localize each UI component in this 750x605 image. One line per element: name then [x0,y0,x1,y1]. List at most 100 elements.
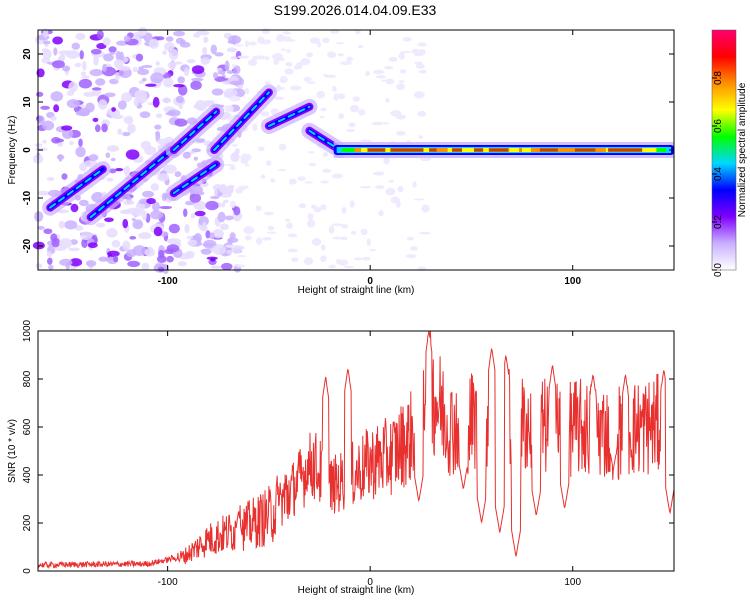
noise-blob [113,255,119,263]
noise-blob [166,244,180,253]
noise-blob [131,217,136,222]
noise-blob [194,210,206,217]
noise-blob [353,257,364,261]
noise-blob [91,87,102,91]
noise-blob [300,57,311,66]
noise-blob [227,40,237,44]
noise-blob [58,220,66,229]
noise-blob [161,97,172,104]
noise-blob [396,130,406,136]
noise-blob [34,143,43,147]
noise-blob [37,225,45,230]
noise-blob [111,114,124,120]
noise-blob [341,207,347,214]
noise-blob [104,217,114,223]
ridge-peak [172,110,218,151]
noise-blob [221,262,233,271]
noise-blob [46,177,55,181]
noise-blob [212,72,219,79]
noise-blob [413,91,425,99]
noise-blob [104,92,116,98]
noise-blob [36,91,44,97]
noise-blob [418,69,427,74]
band-hotspot [560,148,573,152]
noise-blob [90,48,102,55]
noise-blob [421,204,430,213]
noise-blob [168,223,180,234]
noise-blob [322,37,330,44]
noise-blob [413,198,426,201]
noise-blob [142,210,147,221]
noise-blob [405,254,417,259]
noise-blob [114,59,124,69]
noise-blob [385,98,390,104]
noise-blob [68,81,78,93]
noise-blob [228,185,234,194]
noise-blob [155,36,165,41]
noise-blob [282,36,292,42]
noise-blob [83,160,98,168]
noise-blob [58,154,63,162]
noise-blob [320,244,326,251]
noise-blob [190,80,202,91]
noise-blob [178,104,183,110]
noise-blob [161,192,167,202]
band-hotspot [385,148,391,152]
noise-blob [155,61,160,67]
colorbar-tick-label: 0.0 [713,263,724,277]
noise-blob [260,174,266,179]
noise-blob [203,36,209,43]
noise-blob [102,63,107,73]
noise-blob [417,110,426,117]
noise-blob [359,185,372,189]
spectrogram-y-ticks: -20 -10 0 10 20 [22,48,674,253]
noise-blob [229,232,236,240]
noise-blob [306,52,313,58]
noise-blob [156,255,167,263]
noise-blob [191,148,202,153]
noise-blob [191,77,204,82]
noise-blob [102,37,111,46]
noise-blob [210,265,222,269]
noise-blob [267,225,275,231]
noise-blob [74,62,82,68]
band-hotspot [530,148,540,152]
noise-blob [229,200,236,208]
ridge-peak [172,163,218,195]
colorbar-tick-label: 0.2 [713,215,724,229]
noise-blob [252,123,258,132]
noise-blob [42,40,51,45]
noise-blob [306,219,316,228]
noise-blob [235,264,246,268]
noise-blob [54,138,65,143]
ridge-peak [308,129,341,151]
noise-blob [418,231,431,235]
noise-blob [303,257,314,266]
noise-blob [174,118,188,127]
noise-blob [123,165,131,177]
noise-blob [165,36,174,42]
y-tick-label: 600 [22,418,33,435]
noise-blob [182,151,191,159]
noise-blob [141,77,147,82]
noise-blob [117,128,123,135]
noise-blob [189,193,202,203]
noise-blob [152,201,160,212]
noise-blob [101,123,108,133]
noise-blob [358,109,366,116]
noise-blob [193,32,201,38]
noise-blob [331,223,344,227]
noise-blob [59,238,73,249]
noise-blob [278,143,287,151]
noise-blob [331,173,343,179]
noise-blob [167,61,177,70]
noise-blob [141,64,153,69]
noise-blob [247,59,258,67]
noise-blob [117,100,127,110]
noise-blob [146,198,156,205]
noise-blob [223,199,229,203]
noise-blob [150,210,164,220]
noise-blob [278,169,287,172]
noise-blob [360,139,372,143]
noise-blob [332,236,342,240]
